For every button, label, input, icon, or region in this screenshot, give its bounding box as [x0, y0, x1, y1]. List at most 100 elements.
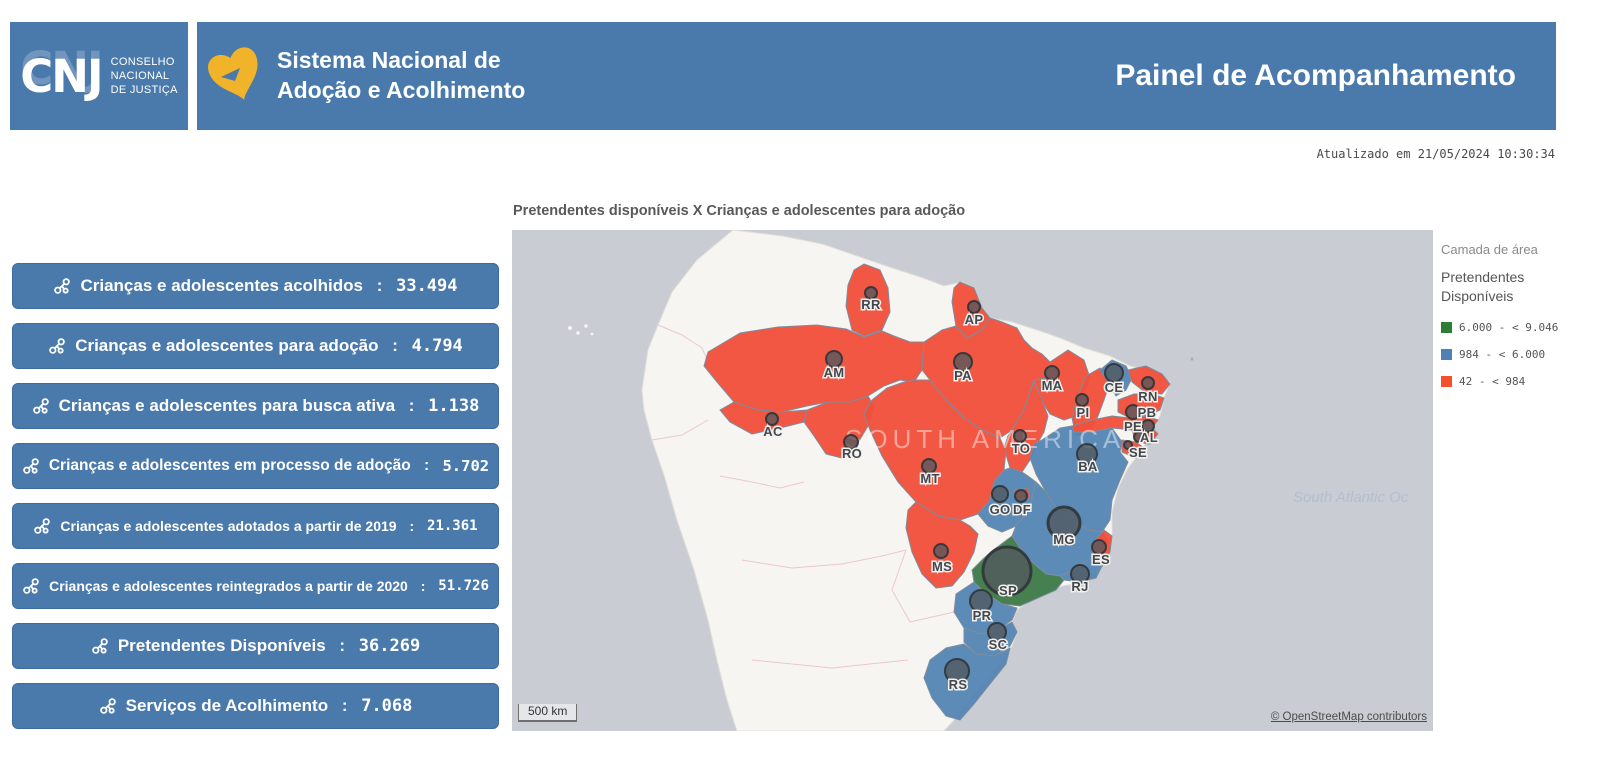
state-label-MG: MG — [1053, 532, 1075, 547]
stat-button-7[interactable]: Pretendentes Disponíveis : 36.269 — [12, 623, 499, 669]
stat-label: Crianças e adolescentes em processo de a… — [48, 457, 411, 474]
state-AC[interactable] — [719, 401, 808, 435]
state-label-MS: MS — [932, 559, 952, 574]
link-icon — [92, 638, 108, 654]
state-label-PI: PI — [1077, 405, 1090, 420]
state-marker-MG[interactable] — [1046, 505, 1082, 541]
state-RS[interactable] — [923, 643, 1011, 721]
stat-button-8[interactable]: Serviços de Acolhimento : 7.068 — [12, 683, 499, 729]
cnj-org-line-3: DE JUSTIÇA — [110, 84, 178, 97]
map-container[interactable]: SOUTH AMERICA South Atlantic Oc RR AP AM PA… — [512, 230, 1433, 731]
stat-value: 4.794 — [411, 336, 463, 356]
state-label-RO: RO — [842, 446, 862, 461]
state-marker-MA[interactable] — [1044, 365, 1060, 381]
state-label-SC: SC — [989, 637, 1008, 652]
state-label-CE: CE — [1105, 380, 1124, 395]
state-marker-DF[interactable] — [1014, 489, 1028, 503]
legend-layer-label: Camada de área — [1441, 242, 1538, 257]
stat-value: 51.726 — [438, 578, 489, 594]
state-label-ES: ES — [1092, 552, 1110, 567]
system-name-line-2: Adoção e Acolhimento — [277, 77, 526, 103]
map-attribution: © OpenStreetMap contributors — [1271, 711, 1427, 723]
link-icon — [34, 518, 51, 534]
state-label-PR: PR — [973, 608, 992, 623]
legend-item-3[interactable]: 42 - < 984 — [1441, 375, 1554, 388]
state-label-AL: AL — [1140, 430, 1158, 445]
state-marker-AM[interactable] — [825, 350, 843, 368]
stat-button-3[interactable]: Crianças e adolescentes para busca ativa… — [12, 383, 499, 429]
legend-measure-title: Pretendentes Disponíveis — [1441, 269, 1525, 304]
stat-button-4[interactable]: Crianças e adolescentes em processo de a… — [12, 443, 499, 489]
state-marker-PR[interactable] — [969, 589, 993, 613]
stat-value: 7.068 — [361, 696, 413, 716]
link-icon — [54, 278, 71, 294]
state-marker-BA[interactable] — [1076, 443, 1098, 465]
state-marker-RS[interactable] — [944, 658, 970, 684]
legend-item-2[interactable]: 984 - < 6.000 — [1441, 348, 1554, 361]
state-label-SE: SE — [1129, 445, 1147, 460]
state-marker-AP[interactable] — [967, 300, 981, 314]
state-marker-PB[interactable] — [1125, 404, 1141, 420]
stat-separator: : — [419, 457, 434, 474]
state-label-DF: DF — [1013, 502, 1031, 517]
stat-button-2[interactable]: Crianças e adolescentes para adoção : 4.… — [12, 323, 499, 369]
state-label-AC: AC — [763, 424, 783, 439]
state-label-SP: SP — [999, 583, 1017, 598]
link-icon — [23, 578, 39, 594]
stat-label: Crianças e adolescentes acolhidos — [80, 276, 363, 295]
state-label-MA: MA — [1042, 378, 1063, 393]
cnj-org-line-2: NACIONAL — [110, 69, 170, 82]
stat-separator: : — [337, 696, 353, 715]
state-marker-GO[interactable] — [991, 485, 1009, 503]
state-label-RR: RR — [861, 297, 881, 312]
stat-separator: : — [371, 276, 388, 295]
state-marker-SP[interactable] — [981, 545, 1033, 597]
state-marker-PI[interactable] — [1075, 393, 1089, 407]
state-marker-RN[interactable] — [1141, 376, 1155, 390]
state-label-AM: AM — [824, 365, 845, 380]
state-marker-RO[interactable] — [843, 434, 859, 450]
stat-button-1[interactable]: Crianças e adolescentes acolhidos : 33.4… — [12, 263, 499, 309]
legend-item-label: 42 - < 984 — [1459, 374, 1526, 388]
state-marker-RJ[interactable] — [1070, 564, 1090, 584]
state-RR[interactable] — [845, 263, 891, 337]
state-label-PB: PB — [1138, 405, 1157, 420]
link-icon — [23, 458, 39, 474]
cnj-org-name: CONSELHO NACIONAL DE JUSTIÇA — [111, 55, 178, 98]
link-icon — [99, 698, 116, 714]
system-name: Sistema Nacional de Adoção e Acolhimento — [277, 46, 525, 106]
legend-panel: Camada de área Pretendentes Disponíveis … — [1433, 230, 1558, 402]
state-marker-AL[interactable] — [1133, 431, 1145, 443]
osm-attribution-link[interactable]: © OpenStreetMap contributors — [1270, 711, 1427, 723]
islands — [568, 324, 1194, 361]
state-marker-MS[interactable] — [933, 543, 949, 559]
map-scale-bar: 500 km — [518, 704, 578, 722]
marker-layer — [765, 286, 1155, 684]
state-marker-TO[interactable] — [1013, 429, 1027, 443]
state-marker-RR[interactable] — [864, 286, 878, 300]
stat-button-5[interactable]: Crianças e adolescentes adotados a parti… — [12, 503, 499, 549]
state-marker-SC[interactable] — [987, 622, 1007, 642]
state-marker-AC[interactable] — [765, 412, 779, 426]
legend-item-1[interactable]: 6.000 - < 9.046 — [1441, 321, 1558, 334]
state-marker-SE[interactable] — [1123, 440, 1133, 450]
heart-logo-icon — [205, 37, 267, 116]
legend-item-label: 6.000 - < 9.046 — [1459, 320, 1559, 334]
state-marker-ES[interactable] — [1091, 539, 1107, 555]
state-marker-MT[interactable] — [921, 458, 937, 474]
legend-items: 6.000 - < 9.046 984 - < 6.000 42 - < 984 — [1441, 321, 1558, 388]
map-title: Pretendentes disponíveis X Crianças e ad… — [513, 203, 966, 219]
state-label-BA: BA — [1078, 459, 1098, 474]
stat-separator: : — [334, 636, 350, 655]
legend-swatch — [1441, 348, 1452, 360]
map-canvas[interactable]: SOUTH AMERICA South Atlantic Oc RR AP AM PA… — [512, 230, 1433, 731]
state-marker-CE[interactable] — [1104, 363, 1124, 383]
state-label-RS: RS — [949, 677, 968, 692]
state-marker-PA[interactable] — [953, 352, 973, 372]
legend-swatch — [1441, 321, 1452, 333]
state-label-RJ: RJ — [1071, 579, 1088, 594]
state-GO[interactable] — [977, 467, 1037, 533]
stat-button-6[interactable]: Crianças e adolescentes reintegrados a p… — [12, 563, 499, 609]
state-marker-PE[interactable] — [1141, 419, 1155, 433]
stat-separator: : — [404, 396, 420, 415]
